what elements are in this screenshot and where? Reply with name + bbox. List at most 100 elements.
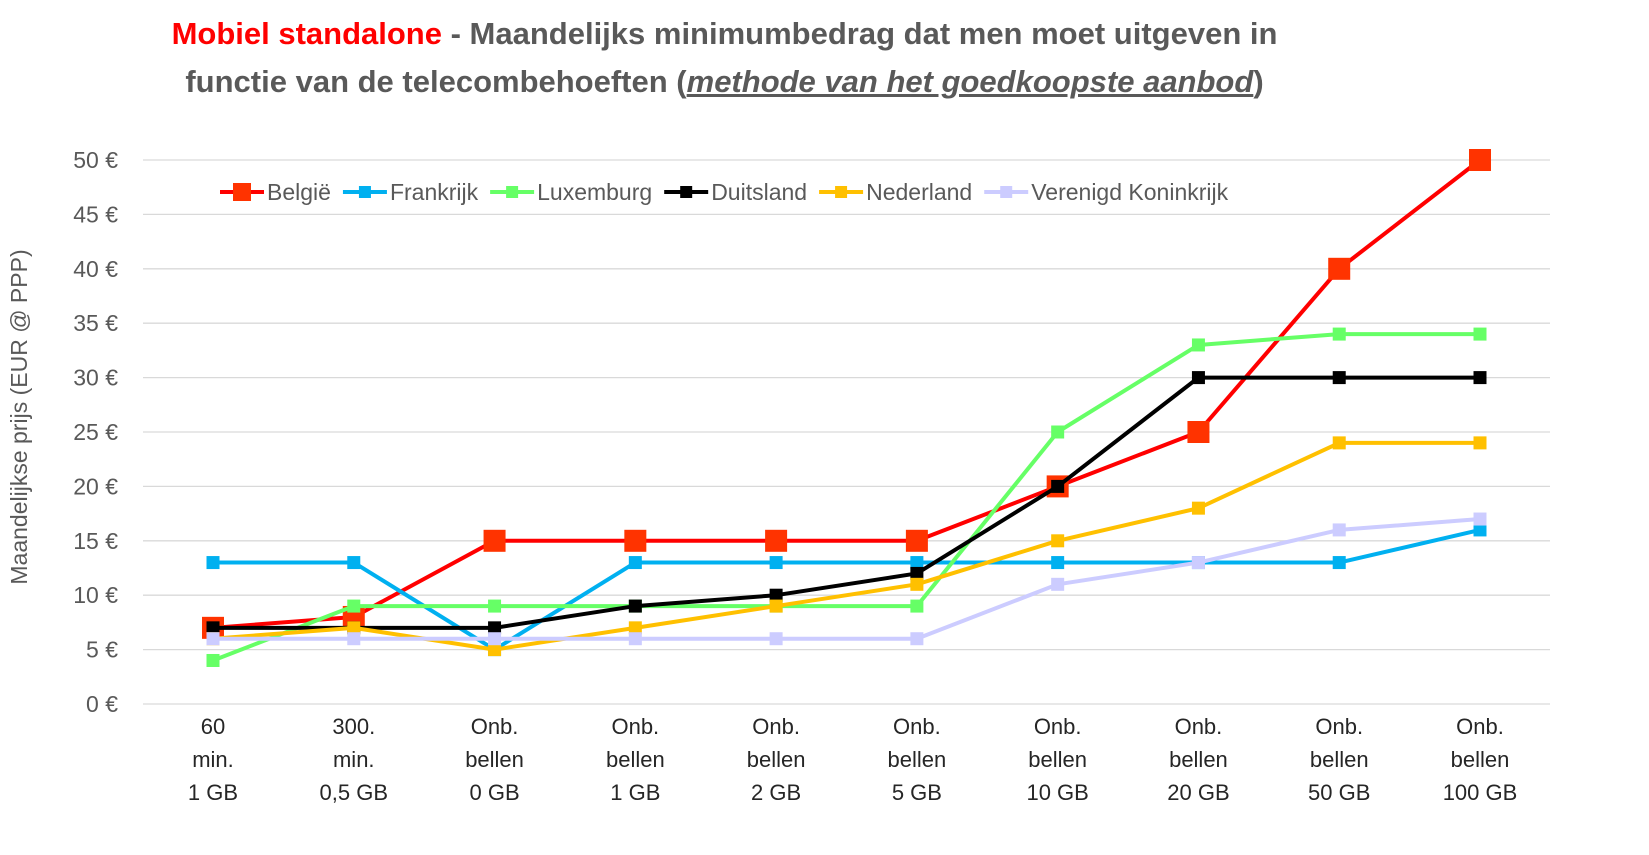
y-axis-label: Maandelijkse prijs (EUR @ PPP)	[6, 249, 32, 584]
x-tick-label: 60	[201, 714, 225, 739]
x-tick-label: bellen	[1310, 747, 1369, 772]
series-line	[212, 158, 1482, 630]
data-point	[1328, 257, 1351, 280]
x-tick-label: 5 GB	[892, 780, 942, 805]
data-point	[488, 643, 502, 657]
x-tick-label: Onb.	[1034, 714, 1082, 739]
legend-marker	[835, 186, 848, 198]
data-point	[1332, 371, 1346, 385]
chart-title-rest: - Maandelijks minimumbedrag dat men moet…	[441, 16, 1278, 51]
y-tick-label: 35 €	[73, 310, 118, 336]
data-point	[628, 556, 642, 570]
y-tick-label: 5 €	[86, 637, 118, 663]
data-point	[628, 632, 642, 646]
x-tick-label: Onb.	[1456, 714, 1504, 739]
series-line	[212, 440, 1480, 652]
data-point	[488, 621, 502, 635]
legend-label: Verenigd Koninkrijk	[1031, 179, 1228, 205]
data-point	[206, 653, 220, 667]
y-tick-label: 20 €	[73, 473, 118, 499]
legend-label: België	[267, 179, 331, 205]
y-tick-label: 50 €	[73, 147, 118, 173]
x-tick-label: 0,5 GB	[320, 780, 388, 805]
data-point	[910, 632, 924, 646]
x-tick-label: Onb.	[1315, 714, 1363, 739]
series-line	[213, 375, 1480, 630]
x-tick-label: 10 GB	[1026, 780, 1088, 805]
x-tick-label: 0 GB	[469, 780, 519, 805]
y-tick-label: 15 €	[73, 528, 118, 554]
x-tick-label: bellen	[1028, 747, 1087, 772]
data-point	[1473, 327, 1487, 341]
data-point	[206, 632, 220, 646]
chart-title-line2-start: functie van de telecombehoeften (	[185, 64, 687, 99]
data-point	[1473, 436, 1487, 450]
data-point	[1332, 436, 1346, 450]
x-tick-label: Onb.	[893, 714, 941, 739]
x-tick-label: Onb.	[611, 714, 659, 739]
data-point	[1469, 149, 1491, 171]
data-point	[488, 599, 502, 613]
data-point	[769, 599, 783, 613]
data-point	[769, 588, 783, 602]
y-tick-label: 45 €	[73, 201, 118, 227]
x-tick-label: bellen	[888, 747, 947, 772]
series-line	[212, 332, 1480, 663]
data-point	[624, 529, 647, 552]
y-tick-label: 10 €	[73, 582, 118, 608]
data-point	[1051, 556, 1065, 570]
data-point	[1332, 523, 1346, 537]
x-tick-label: 300.	[332, 714, 375, 739]
data-point	[347, 621, 361, 635]
data-point	[347, 556, 361, 570]
data-point	[1191, 556, 1205, 570]
x-tick-label: 20 GB	[1167, 780, 1229, 805]
legend-marker	[1000, 186, 1013, 198]
legend-marker	[680, 186, 693, 198]
data-point	[206, 621, 220, 635]
x-tick-label: Onb.	[1175, 714, 1223, 739]
x-tick-label: 100 GB	[1443, 780, 1518, 805]
data-point	[628, 621, 642, 635]
data-point	[1473, 371, 1487, 385]
y-tick-label: 40 €	[73, 256, 118, 282]
data-point	[1332, 556, 1346, 570]
y-tick-label: 25 €	[73, 419, 118, 445]
x-tick-label: bellen	[747, 747, 806, 772]
x-tick-label: min.	[333, 747, 375, 772]
chart-title-highlight: Mobiel standalone	[171, 16, 442, 51]
legend-label: Luxemburg	[537, 179, 652, 205]
data-point	[206, 556, 220, 570]
x-tick-label: 2 GB	[751, 780, 801, 805]
data-point	[905, 529, 928, 552]
data-point	[1051, 425, 1065, 439]
data-point	[347, 632, 361, 646]
data-point	[483, 529, 506, 552]
data-point	[769, 632, 783, 646]
data-point	[1473, 512, 1487, 526]
data-point	[769, 556, 783, 570]
data-point	[1191, 501, 1205, 515]
data-point	[910, 556, 924, 570]
x-tick-label: bellen	[465, 747, 524, 772]
data-point	[1191, 338, 1205, 352]
chart-title-line1: Mobiel standalone - Maandelijks minimumb…	[0, 16, 1549, 52]
legend-label: Nederland	[866, 179, 972, 205]
data-point	[1051, 534, 1065, 548]
legend-marker	[358, 186, 371, 198]
chart-title-line2-end: )	[1253, 64, 1264, 99]
data-point	[1051, 577, 1065, 591]
legend-label: Frankrijk	[390, 179, 479, 205]
y-tick-label: 0 €	[86, 691, 118, 717]
x-tick-label: 1 GB	[610, 780, 660, 805]
data-point	[1191, 371, 1205, 385]
data-point	[1473, 523, 1487, 537]
data-point	[1332, 327, 1346, 341]
x-tick-label: 50 GB	[1308, 780, 1370, 805]
x-tick-label: Onb.	[471, 714, 519, 739]
y-tick-label: 30 €	[73, 365, 118, 391]
data-point	[1051, 479, 1065, 493]
legend-marker	[233, 183, 251, 201]
